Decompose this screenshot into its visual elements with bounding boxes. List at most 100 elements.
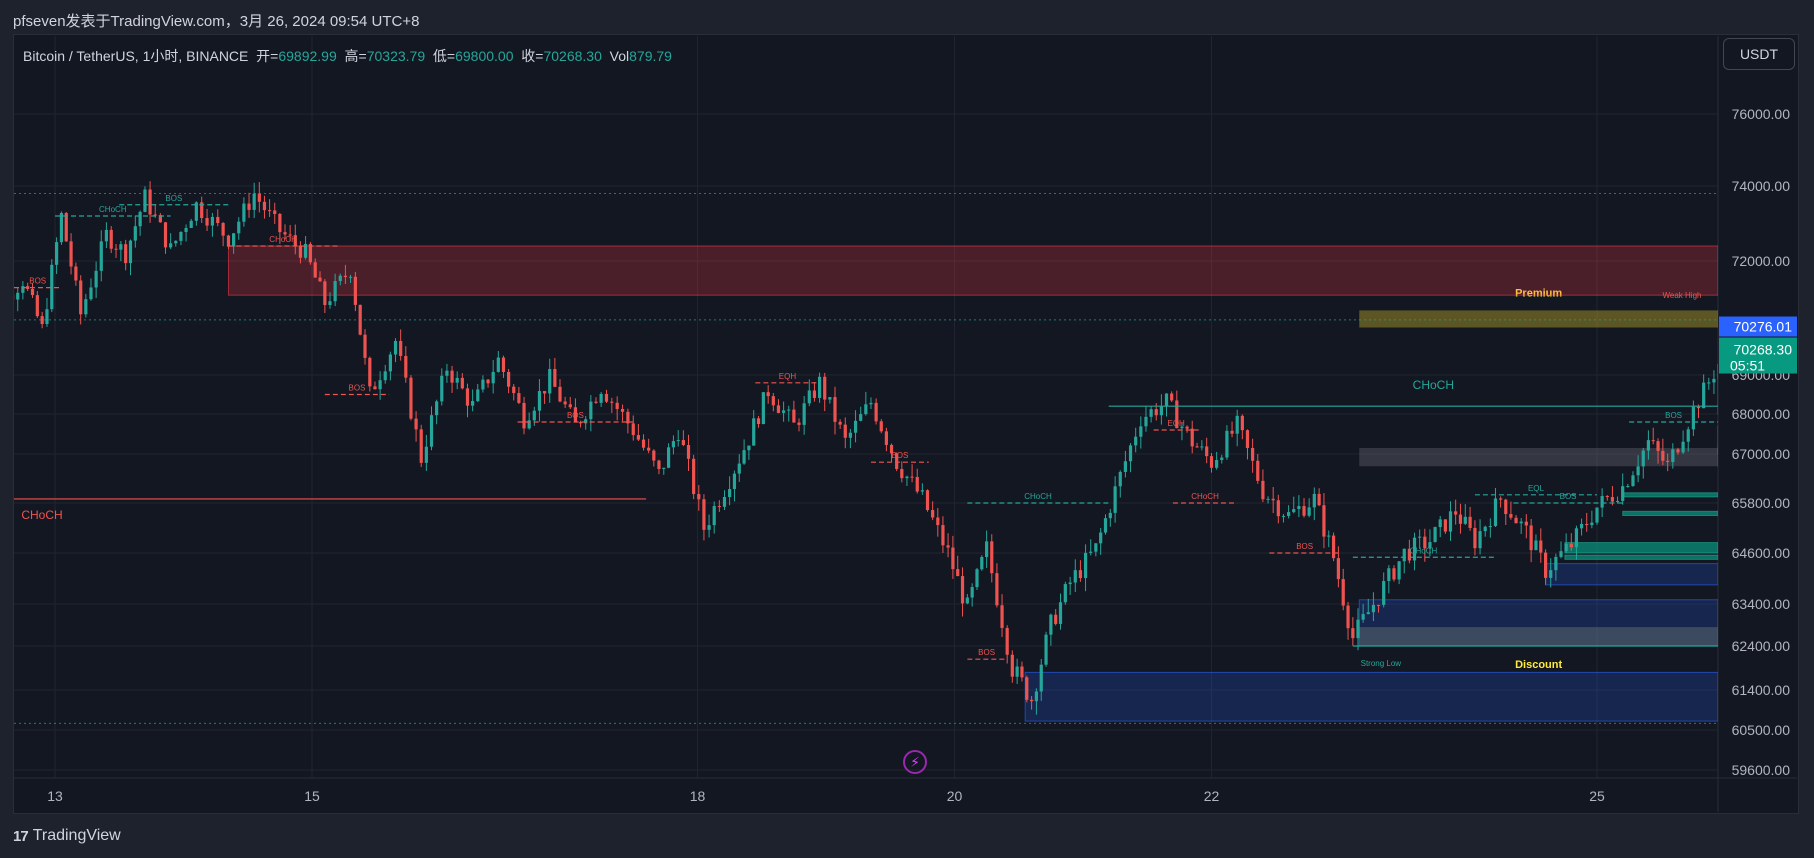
candle-body <box>905 476 909 479</box>
zone-ob_green <box>1622 510 1718 517</box>
candle-body <box>1402 548 1406 562</box>
candle-body <box>378 380 382 390</box>
candle-body <box>853 420 858 433</box>
candle-body <box>647 447 651 451</box>
candle-body <box>189 220 193 229</box>
candle-body <box>681 440 685 446</box>
candle-body <box>584 419 588 424</box>
candle-body <box>823 376 827 400</box>
candle-body <box>712 506 716 526</box>
close-value: 70268.30 <box>543 48 602 64</box>
candle-body <box>578 422 583 424</box>
candle-body <box>573 407 578 423</box>
candle-body <box>338 275 342 282</box>
candle-body <box>548 369 552 394</box>
top-bar: pfseven发表于TradingView.com，3月 26, 2024 09… <box>0 0 1814 34</box>
candle-body <box>1666 460 1670 462</box>
x-tick-label: 15 <box>304 788 320 804</box>
candle-body <box>717 506 721 508</box>
candle-body <box>1534 540 1538 551</box>
zone-premium <box>1359 310 1718 328</box>
candle-body <box>542 391 547 394</box>
y-tick-label: 62400.00 <box>1732 638 1791 654</box>
candle-body <box>491 371 495 384</box>
candle-body <box>610 401 614 403</box>
candle-body <box>1220 457 1224 460</box>
candle-body <box>1292 509 1296 513</box>
candle-body <box>1058 602 1063 624</box>
candle-body <box>1240 415 1244 431</box>
chart-pane[interactable] <box>13 34 1799 814</box>
candle-body <box>1015 666 1019 677</box>
candle-body <box>920 490 924 492</box>
last-price-tag-text: 70276.01 <box>1734 319 1793 335</box>
candle-body <box>1626 486 1630 488</box>
structure-level-label: CHoCH <box>269 235 297 244</box>
symbol-name[interactable]: Bitcoin / TetherUS, 1小时, BINANCE <box>23 48 249 64</box>
candle-body <box>1209 456 1214 468</box>
zone-supply <box>227 245 1718 296</box>
candle-body <box>1564 543 1568 552</box>
candle-body <box>1034 691 1039 702</box>
candle-body <box>1579 523 1584 529</box>
candle-body <box>1382 581 1386 605</box>
candle-body <box>728 489 732 497</box>
candle-body <box>128 240 133 264</box>
candle-body <box>388 354 392 372</box>
y-tick-label: 72000.00 <box>1732 253 1791 269</box>
candle-body <box>1010 654 1014 677</box>
candle-body <box>1468 516 1472 528</box>
candle-body <box>318 277 322 282</box>
high-value: 70323.79 <box>366 48 426 64</box>
low-value: 69800.00 <box>455 48 514 64</box>
candle-body <box>1025 677 1029 700</box>
candle-body <box>604 393 609 402</box>
candle-body <box>373 386 377 390</box>
candle-body <box>553 369 557 387</box>
candle-body <box>1712 378 1716 383</box>
candle-body <box>288 234 292 236</box>
candle-body <box>1113 486 1117 513</box>
tradingview-brand: TradingView <box>32 827 121 844</box>
candle-body <box>1030 699 1034 702</box>
candle-body <box>965 597 969 604</box>
structure-level-label: BOS <box>891 451 908 460</box>
y-tick-label: 65800.00 <box>1732 495 1791 511</box>
candle-body <box>641 439 646 448</box>
candle-body <box>1170 393 1174 401</box>
candle-body <box>1195 446 1199 448</box>
zone-label-premium: Premium <box>1515 287 1562 299</box>
candle-body <box>328 301 332 305</box>
zone-ob_green <box>1564 542 1718 554</box>
candle-body <box>1175 400 1179 429</box>
candle-body <box>931 510 935 518</box>
structure-level-label: BOS <box>1665 411 1682 420</box>
candle-body <box>194 202 198 221</box>
candle-body <box>247 203 251 210</box>
candle-body <box>1676 449 1680 453</box>
candle-body <box>313 262 317 278</box>
candle-body <box>308 243 312 263</box>
candle-body <box>761 392 765 425</box>
candle-body <box>1346 605 1350 629</box>
candle-body <box>1302 506 1306 516</box>
candle-body <box>1493 498 1498 527</box>
candle-body <box>1361 614 1365 620</box>
candle-body <box>915 476 919 492</box>
candle-body <box>1230 430 1234 434</box>
candle-body <box>1103 518 1108 533</box>
tradingview-logo[interactable]: 17 TradingView <box>13 827 121 845</box>
candle-body <box>50 264 54 310</box>
structure-level-label: BOS <box>165 194 182 203</box>
currency-button[interactable]: USDT <box>1723 38 1795 70</box>
candle-body <box>21 286 25 293</box>
candle-body <box>124 244 128 264</box>
candle-body <box>471 401 475 406</box>
candle-body <box>1366 612 1370 615</box>
candle-body <box>1702 382 1706 409</box>
candle-body <box>1094 543 1098 552</box>
candle-body <box>445 370 449 376</box>
candle-body <box>874 402 878 422</box>
lightning-icon[interactable]: ⚡ <box>903 750 927 774</box>
